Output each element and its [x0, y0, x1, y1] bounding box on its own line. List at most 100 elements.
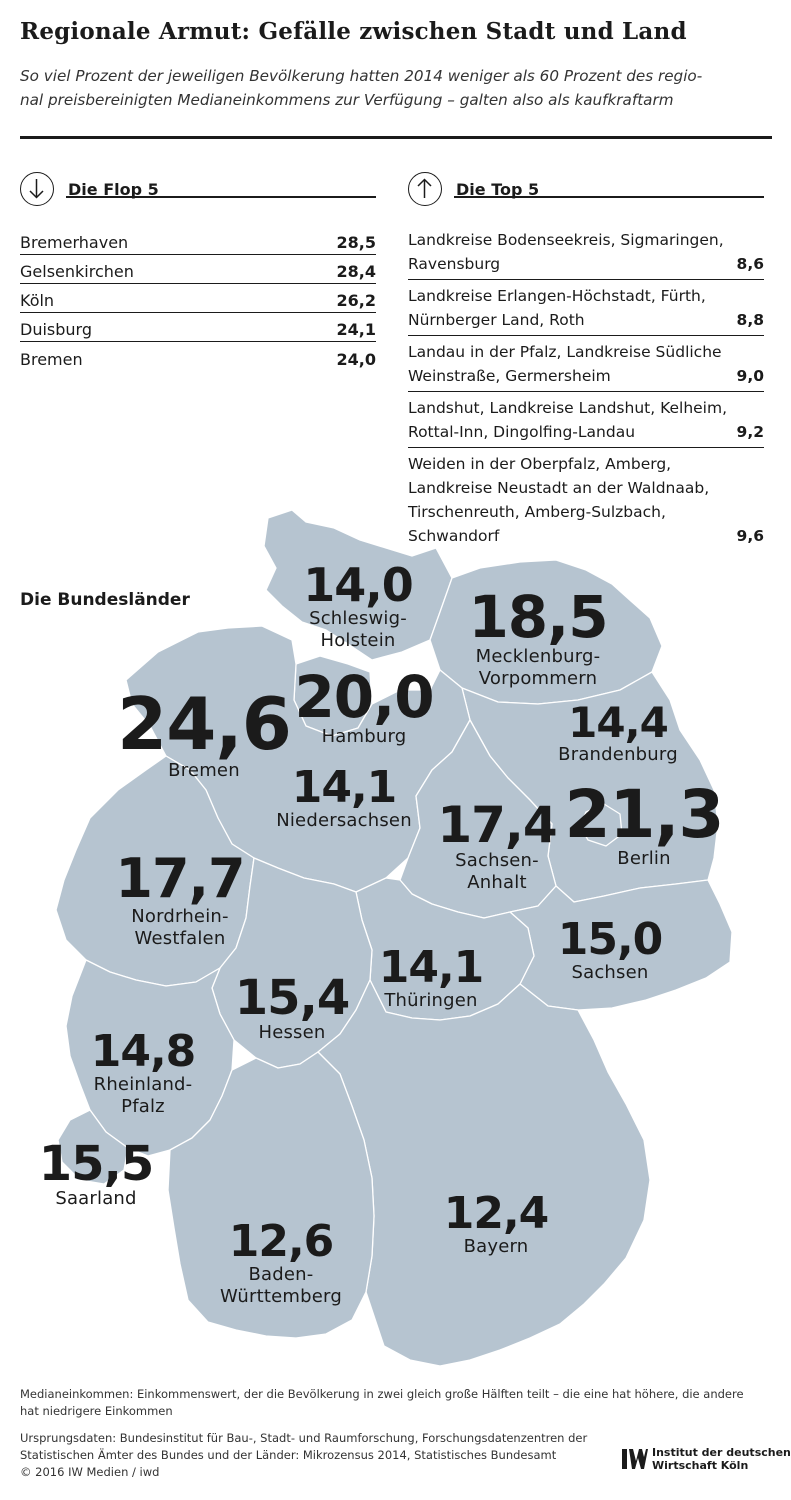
state-value: 12,4 — [443, 1188, 550, 1239]
top-row-value: 9,2 — [736, 423, 764, 441]
state-name: Bayern — [463, 1236, 529, 1257]
top-row: Weiden in der Oberpfalz, Amberg, Landkre… — [408, 448, 764, 551]
flop-row-value: 24,0 — [336, 350, 376, 369]
state-label-hamburg: 20,0 Hamburg — [294, 663, 434, 748]
state-label-sachsen-anhalt: 17,4 Sachsen- Anhalt — [437, 796, 557, 894]
flop-row-value: 28,5 — [336, 233, 376, 252]
state-value: 14,1 — [291, 762, 398, 813]
flop-row-name: Bremen — [20, 350, 83, 369]
state-name: Nordrhein- — [131, 906, 229, 927]
flop-row-value: 28,4 — [336, 262, 376, 281]
state-value: 17,4 — [437, 796, 557, 854]
logo-line-1: Institut der deutschen — [652, 1446, 791, 1459]
state-name: Thüringen — [384, 990, 478, 1011]
state-value: 14,8 — [90, 1026, 197, 1077]
flop-row-name: Köln — [20, 291, 55, 310]
state-name: Berlin — [617, 848, 671, 869]
state-name-line-2: Pfalz — [121, 1096, 165, 1117]
footnote-line-2: hat niedrigere Einkommen — [20, 1404, 173, 1418]
footnote-median: Medianeinkommen: Einkommenswert, der die… — [20, 1386, 772, 1420]
state-name-line-2: Holstein — [320, 630, 396, 651]
state-shape-berlin — [579, 803, 623, 847]
top-list: Landkreise Bodenseekreis, Sigmaringen, R… — [408, 224, 764, 551]
header-divider — [20, 136, 772, 139]
state-shape-baden-wuerttemberg — [167, 1051, 375, 1339]
top-panel-title: Die Top 5 — [456, 179, 540, 199]
iw-logo-icon — [622, 1449, 648, 1469]
top-row: Landau in der Pfalz, Landkreise Südliche… — [408, 336, 764, 392]
state-value: 14,4 — [568, 698, 669, 747]
flop-panel-title: Die Flop 5 — [68, 179, 159, 199]
state-value: 17,7 — [115, 847, 245, 910]
top-row-value: 8,8 — [736, 311, 764, 329]
state-shape-saarland — [57, 1109, 129, 1185]
top-row-name: Landshut, Landkreise Landshut, Kelheim, … — [408, 399, 728, 441]
state-name: Brandenburg — [558, 744, 678, 765]
top-row-name: Landkreise Erlangen-Höchstadt, Fürth, Nü… — [408, 287, 706, 329]
state-value: 15,5 — [38, 1136, 154, 1192]
top-row-name: Weiden in der Oberpfalz, Amberg, Landkre… — [408, 455, 710, 545]
state-label-schleswig-holstein: 14,0 Schleswig- Holstein — [303, 562, 413, 652]
flop-header-rule — [66, 196, 376, 198]
state-name-line-2: Anhalt — [467, 872, 527, 893]
copyright: © 2016 IW Medien / iwd — [20, 1465, 160, 1479]
flop-list: Bremerhaven 28,5 Gelsenkirchen 28,4 Köln 26,2… — [20, 226, 376, 371]
top-row-name: Landau in der Pfalz, Landkreise Südliche… — [408, 343, 722, 385]
state-name-line-2: Vorpommern — [478, 668, 598, 689]
state-label-niedersachsen: 14,1 Niedersachsen — [276, 766, 412, 832]
arrow-down-icon — [20, 172, 54, 206]
state-label-bremen: 24,6 Bremen — [117, 682, 292, 782]
flop-panel-header: Die Flop 5 — [20, 172, 159, 206]
state-label-bayern: 12,4 Bayern — [443, 1188, 550, 1258]
state-name: Schleswig- — [309, 608, 407, 629]
state-label-baden-wuerttemberg: 12,6 Baden- Württemberg — [220, 1220, 342, 1308]
state-label-berlin: 21,3 Berlin — [565, 782, 725, 870]
state-label-sachsen: 15,0 Sachsen — [557, 914, 664, 984]
flop-row-name: Duisburg — [20, 320, 92, 339]
map-section-label: Die Bundesländer — [20, 590, 190, 610]
top-row-value: 9,0 — [736, 367, 764, 385]
page-title: Regionale Armut: Gefälle zwischen Stadt … — [20, 18, 687, 45]
state-name: Hamburg — [321, 726, 407, 747]
footnote-line-1: Medianeinkommen: Einkommenswert, der die… — [20, 1387, 744, 1401]
state-name: Bremen — [168, 760, 240, 781]
source-line-2: Statistischen Ämter des Bundes und der L… — [20, 1448, 557, 1462]
state-name: Sachsen — [571, 962, 649, 983]
state-name: Saarland — [55, 1188, 137, 1209]
state-name: Mecklenburg- — [475, 646, 601, 667]
state-label-thueringen: 14,1 Thüringen — [378, 942, 485, 1012]
top-row: Landshut, Landkreise Landshut, Kelheim, … — [408, 392, 764, 448]
state-name: Hessen — [258, 1022, 326, 1043]
flop-row: Bremen 24,0 — [20, 342, 376, 371]
state-label-brandenburg: 14,4 Brandenburg — [558, 702, 678, 766]
top-row: Landkreise Bodenseekreis, Sigmaringen, R… — [408, 224, 764, 280]
top-header-rule — [454, 196, 764, 198]
footnote-source: Ursprungsdaten: Bundesinstitut für Bau-,… — [20, 1430, 772, 1481]
state-label-hessen: 15,4 Hessen — [235, 974, 350, 1044]
top-row-name: Landkreise Bodenseekreis, Sigmaringen, R… — [408, 231, 724, 273]
flop-row: Köln 26,2 — [20, 284, 376, 313]
state-name: Niedersachsen — [276, 810, 412, 831]
top-row-value: 8,6 — [736, 255, 764, 273]
subtitle-line-2: nal preisbereinigten Medianeinkommens zu… — [20, 91, 674, 109]
source-line-1: Ursprungsdaten: Bundesinstitut für Bau-,… — [20, 1431, 588, 1445]
flop-row-name: Gelsenkirchen — [20, 262, 134, 281]
state-value: 24,6 — [117, 682, 292, 766]
state-value: 15,0 — [557, 914, 664, 965]
state-value: 18,5 — [468, 583, 608, 651]
state-label-nordrhein-westfalen: 17,7 Nordrhein- Westfalen — [115, 847, 245, 950]
page-subtitle: So viel Prozent der jeweiligen Bevölkeru… — [20, 64, 772, 112]
state-name: Sachsen- — [455, 850, 539, 871]
state-label-rheinland-pfalz: 14,8 Rheinland- Pfalz — [90, 1026, 197, 1118]
state-name: Rheinland- — [93, 1074, 193, 1095]
flop-row: Bremerhaven 28,5 — [20, 226, 376, 255]
flop-row-name: Bremerhaven — [20, 233, 129, 252]
state-value: 20,0 — [294, 663, 434, 731]
top-row-value: 9,6 — [736, 527, 764, 545]
state-value: 14,1 — [378, 942, 485, 993]
arrow-up-icon — [408, 172, 442, 206]
state-name-line-2: Westfalen — [134, 928, 226, 949]
subtitle-line-1: So viel Prozent der jeweiligen Bevölkeru… — [20, 67, 703, 85]
state-label-saarland: 15,5 Saarland — [38, 1136, 154, 1210]
